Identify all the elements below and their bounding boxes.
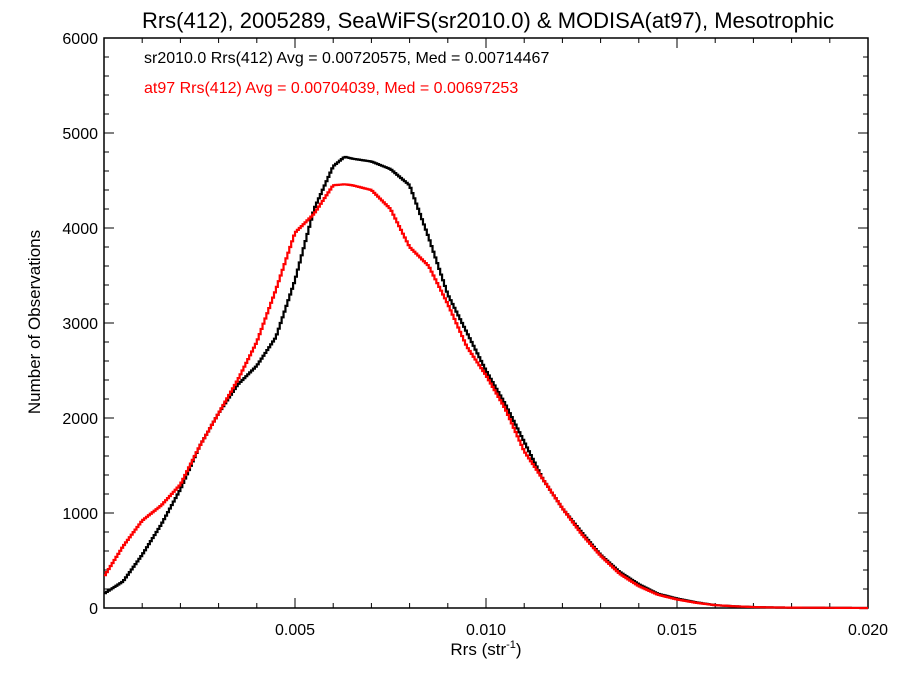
plot-area: 0.005 0.010 0.015 0.020 0 1000 2000 3000 4000 50… [62, 31, 888, 639]
x-axis-label-main: Rrs (str [450, 640, 506, 659]
legend-entry-sr2010: sr2010.0 Rrs(412) Avg = 0.00720575, Med … [144, 50, 549, 67]
y-tick-label: 0 [89, 601, 98, 618]
y-tick-label: 6000 [62, 31, 98, 48]
chart-title: Rrs(412), 2005289, SeaWiFS(sr2010.0) & M… [142, 8, 834, 33]
x-tick-label: 0.020 [848, 622, 888, 639]
x-tick-label: 0.005 [275, 622, 315, 639]
x-axis-ticks: 0.005 0.010 0.015 0.020 [141, 38, 888, 639]
y-tick-label: 1000 [62, 506, 98, 523]
y-tick-label: 4000 [62, 221, 98, 238]
y-tick-label: 3000 [62, 316, 98, 333]
y-tick-label: 5000 [62, 126, 98, 143]
y-tick-label: 2000 [62, 411, 98, 428]
x-axis-label-sup: -1 [506, 639, 516, 651]
legend-entry-at97: at97 Rrs(412) Avg = 0.00704039, Med = 0.… [144, 80, 518, 97]
y-axis-label: Number of Observations [25, 230, 44, 414]
plot-frame [103, 37, 869, 609]
series-at97-histogram [104, 183, 868, 610]
series-sr2010-histogram [104, 155, 868, 610]
y-axis-ticks: 0 1000 2000 3000 4000 5000 6000 [62, 31, 868, 618]
series-layer [104, 155, 868, 610]
x-axis-label: Rrs (str-1) [450, 639, 521, 659]
x-axis-label-close: ) [516, 640, 522, 659]
x-tick-label: 0.010 [466, 622, 506, 639]
x-tick-label: 0.015 [657, 622, 697, 639]
